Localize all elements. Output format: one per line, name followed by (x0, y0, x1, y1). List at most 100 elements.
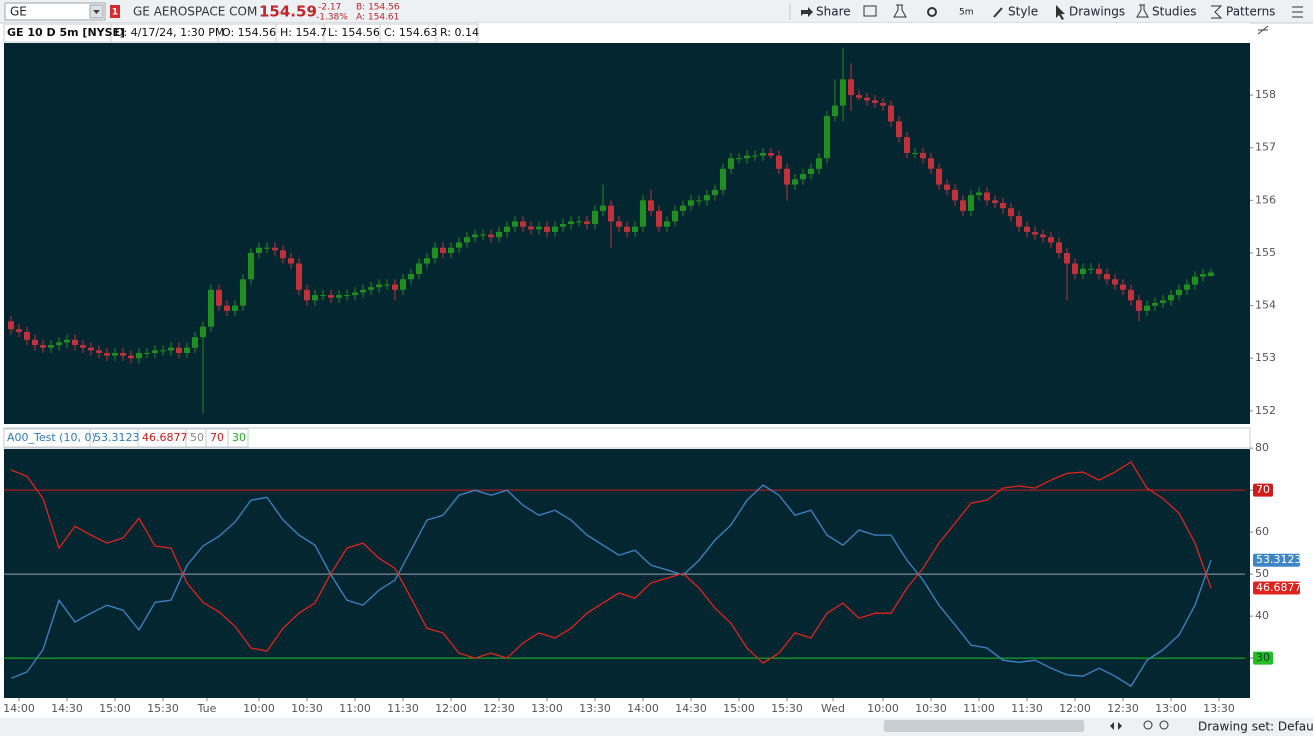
settings-button[interactable] (927, 7, 937, 17)
candle-body (560, 224, 566, 227)
drawings-button[interactable]: Drawings (1069, 5, 1125, 19)
candle-body (328, 295, 334, 298)
zoom-controls[interactable] (1110, 722, 1122, 730)
patterns-icon[interactable] (1211, 5, 1223, 19)
candle-body (552, 226, 558, 232)
zoom-in[interactable] (1143, 720, 1153, 730)
candle-body (480, 234, 486, 236)
style-icon[interactable] (993, 7, 1003, 18)
candle-body (448, 247, 454, 253)
candle-body (592, 210, 598, 225)
level-badge (1253, 483, 1273, 497)
candle-body (128, 355, 134, 359)
flask-button[interactable] (893, 4, 907, 18)
candle-body (48, 345, 54, 348)
y-tick-label: 157 (1255, 141, 1276, 154)
x-tick-label: 14:30 (51, 702, 83, 715)
alert-badge[interactable] (110, 5, 120, 18)
zoom-out[interactable] (1159, 720, 1169, 730)
candle-body (408, 274, 414, 280)
share-button[interactable]: Share (816, 5, 851, 19)
x-tick-label: 13:30 (1203, 702, 1235, 715)
candle-body (168, 347, 174, 351)
candle-body (496, 231, 502, 238)
symbol[interactable]: GE (10, 5, 27, 19)
candle-body (936, 168, 942, 185)
candle-body (696, 200, 702, 202)
candle-body (848, 79, 854, 96)
bid: B: 154.56 (356, 3, 400, 13)
level-badge (1253, 651, 1273, 665)
x-tick-label: 13:30 (579, 702, 611, 715)
candle-body (752, 155, 758, 157)
candle-body (1144, 305, 1150, 311)
candle-body (200, 326, 206, 338)
candle-body (1056, 242, 1062, 253)
candle-body (208, 289, 214, 327)
axis-icon[interactable] (1257, 25, 1269, 35)
candle-body (240, 279, 246, 306)
study-title: A00_Test (10, 0) (7, 431, 96, 444)
candle-body (432, 247, 438, 259)
menu-button[interactable] (1292, 6, 1303, 18)
candle-body (960, 200, 966, 211)
candle-body (888, 105, 894, 122)
info-bar (4, 23, 1250, 43)
studies-icon[interactable] (1136, 4, 1149, 18)
symbol-input[interactable] (4, 2, 106, 21)
x-tick-label: 10:00 (243, 702, 275, 715)
candle-body (72, 339, 78, 346)
level-value: 30 (232, 431, 246, 444)
level-badge-label: 70 (1256, 483, 1270, 496)
share-icon[interactable] (801, 7, 813, 17)
candle-body (864, 97, 870, 101)
candle-body (944, 184, 950, 190)
candle-body (104, 352, 110, 356)
bar-date: D: 4/17/24, 1:30 PM (115, 26, 224, 39)
x-tick-label: 12:00 (1059, 702, 1091, 715)
timeframe-button[interactable]: 5m (959, 8, 974, 18)
candle-body (360, 289, 366, 293)
candle-body (992, 200, 998, 203)
x-tick-label: Tue (197, 702, 217, 715)
candle-body (920, 152, 926, 159)
candle-body (680, 205, 686, 211)
candle-body (216, 289, 222, 306)
candle-body (232, 305, 238, 311)
candle-body (456, 242, 462, 248)
style-button[interactable]: Style (1008, 5, 1038, 19)
candle-body (1128, 289, 1134, 301)
snapshot-button[interactable] (863, 5, 877, 17)
candle-body (272, 247, 278, 251)
candle-body (584, 221, 590, 225)
candle-body (976, 192, 982, 196)
candle-body (808, 168, 814, 175)
scrollbar-thumb[interactable] (884, 720, 1084, 732)
candle-body (856, 95, 862, 98)
candle-body (136, 352, 142, 359)
alert-count[interactable]: 1 (112, 8, 118, 18)
studies-button[interactable]: Studies (1152, 5, 1197, 19)
patterns-button[interactable]: Patterns (1226, 5, 1275, 19)
candle-body (872, 100, 878, 103)
drawing-set[interactable]: Drawing set: Default (1198, 720, 1313, 734)
candle-body (96, 350, 102, 353)
level-value: 70 (210, 431, 224, 444)
candle-body (824, 116, 830, 159)
candle-body (464, 237, 470, 243)
level-badge-label: 30 (1256, 651, 1270, 664)
net-change: -2.17 (318, 3, 341, 13)
value-badge (1253, 553, 1300, 567)
x-tick-label: 15:00 (723, 702, 755, 715)
candle-body (1072, 263, 1078, 275)
company-name: GE AEROSPACE COM (133, 5, 257, 19)
candle-body (648, 200, 654, 211)
y-tick-label: 60 (1255, 525, 1269, 538)
x-tick-label: 15:30 (771, 702, 803, 715)
drawings-icon[interactable] (1056, 5, 1065, 20)
y-tick-label: 152 (1255, 404, 1276, 417)
candle-body (440, 247, 446, 253)
candle-body (224, 305, 230, 311)
candle-body (576, 221, 582, 223)
